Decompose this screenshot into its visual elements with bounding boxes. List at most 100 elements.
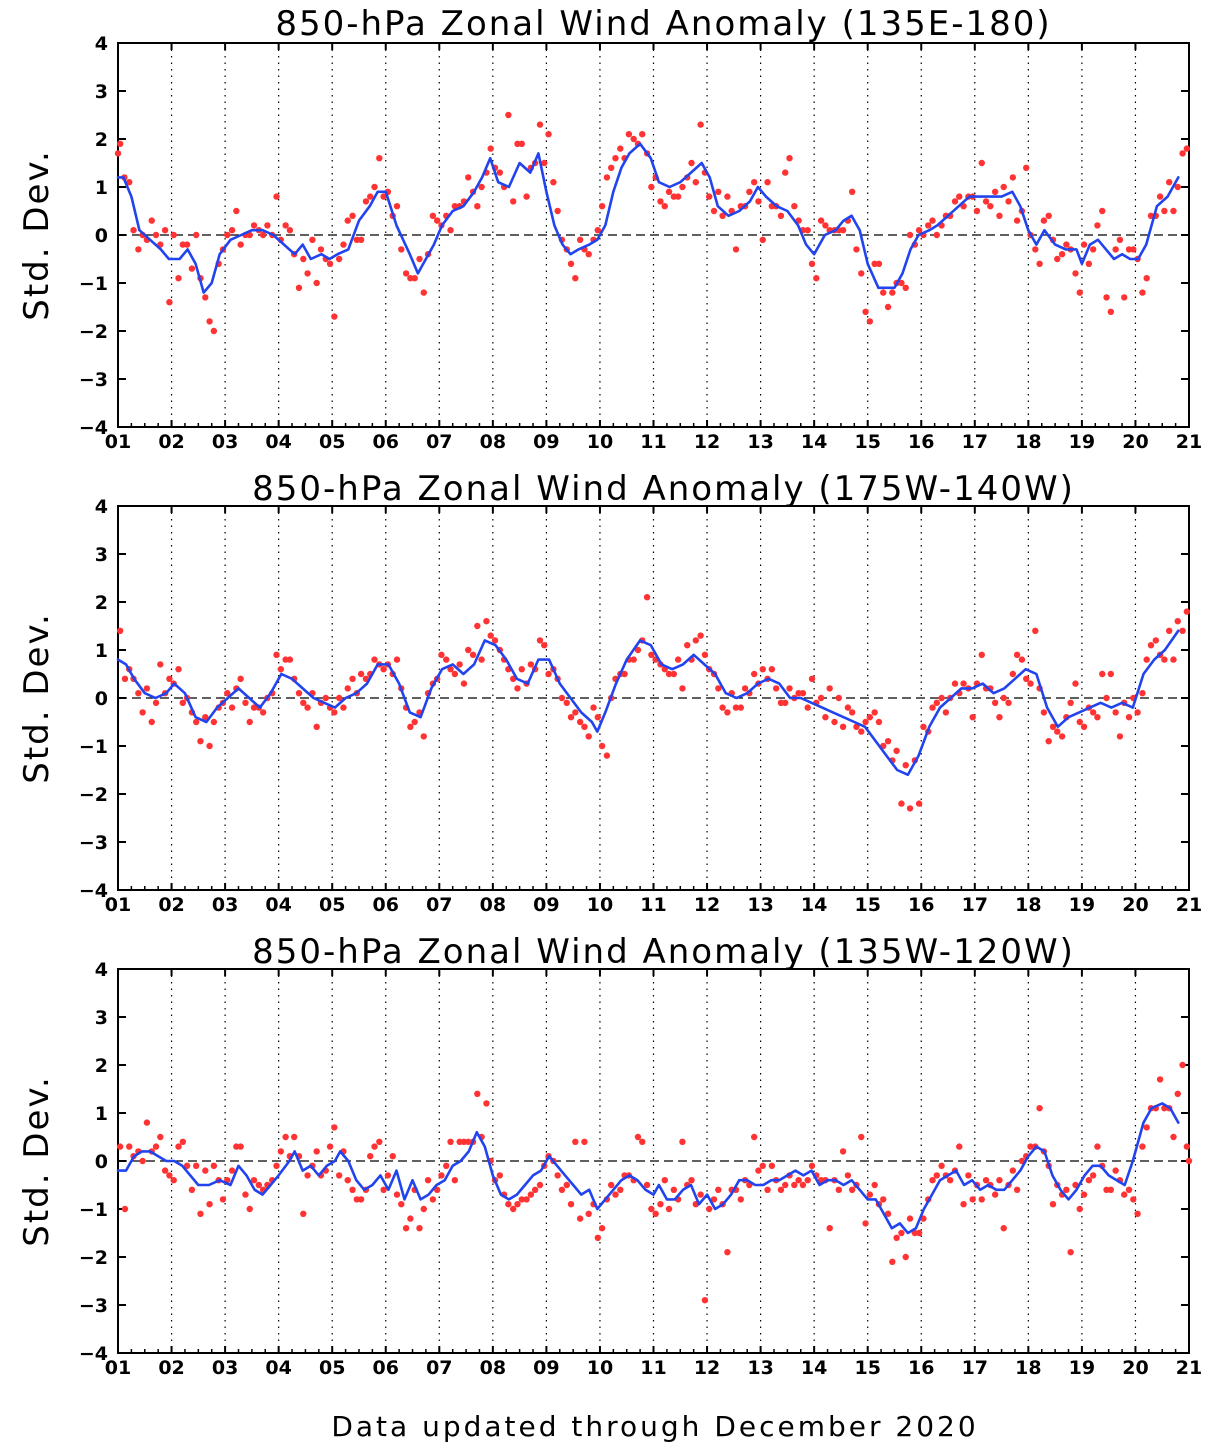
x-tick-label: 13 <box>747 1357 773 1379</box>
data-point <box>166 1172 173 1179</box>
data-point <box>335 255 343 263</box>
data-point <box>143 685 151 692</box>
data-point <box>1179 150 1186 157</box>
data-point <box>1152 637 1159 644</box>
data-point <box>1183 145 1191 152</box>
data-point <box>322 694 329 702</box>
data-point <box>799 690 807 697</box>
data-point <box>844 1172 852 1179</box>
data-point <box>1170 207 1177 215</box>
data-point <box>456 661 463 668</box>
data-point <box>188 265 196 272</box>
data-point <box>224 690 231 697</box>
data-point <box>1112 709 1119 716</box>
data-point <box>692 179 700 186</box>
data-point <box>701 651 709 658</box>
data-point <box>915 800 923 807</box>
data-point <box>250 704 258 711</box>
data-point <box>380 1186 387 1194</box>
data-point <box>179 1138 186 1146</box>
data-point <box>157 661 164 668</box>
data-point <box>273 1162 280 1170</box>
data-point <box>304 1172 311 1179</box>
data-point <box>116 1143 124 1150</box>
data-point <box>902 762 909 769</box>
data-point <box>166 675 173 682</box>
x-tick-label: 12 <box>694 431 720 453</box>
data-point <box>906 1215 914 1222</box>
data-point <box>460 680 468 687</box>
data-point <box>915 227 923 234</box>
x-tick-label: 02 <box>158 431 184 453</box>
data-point <box>250 222 258 229</box>
data-point <box>483 1100 490 1107</box>
data-point <box>429 212 437 219</box>
data-point <box>607 164 615 171</box>
data-point <box>554 1172 561 1179</box>
data-point <box>1161 656 1168 663</box>
x-tick-label: 13 <box>747 431 773 453</box>
data-point <box>648 651 655 658</box>
chart-title: 850-hPa Zonal Wind Anomaly (135E-180) <box>275 4 1051 44</box>
data-point <box>991 699 999 706</box>
data-point <box>1183 608 1191 615</box>
data-point <box>1116 733 1124 740</box>
data-point <box>889 289 896 296</box>
data-point <box>929 217 936 224</box>
data-point <box>866 318 874 325</box>
data-point <box>657 198 664 205</box>
smoothed-series-line <box>116 1102 1180 1235</box>
y-tick-label: 2 <box>95 592 108 614</box>
data-point <box>139 709 146 716</box>
data-point <box>585 251 592 258</box>
x-tick-label: 06 <box>373 1357 399 1379</box>
data-point <box>1112 246 1119 253</box>
data-point <box>1147 642 1155 649</box>
data-point <box>349 675 356 682</box>
data-point <box>121 675 129 682</box>
data-point <box>898 1229 905 1237</box>
data-point <box>607 1181 615 1189</box>
data-point <box>715 188 722 195</box>
data-point <box>304 704 311 711</box>
data-point <box>906 805 914 812</box>
data-point <box>1125 714 1133 721</box>
data-point <box>1058 733 1066 740</box>
data-point <box>1067 699 1074 706</box>
data-point <box>273 193 280 200</box>
data-point <box>835 1186 842 1194</box>
y-tick-label: −3 <box>79 832 108 854</box>
data-point <box>965 1172 972 1179</box>
data-point <box>1027 680 1034 687</box>
x-tick-label: 08 <box>480 1357 506 1379</box>
data-point <box>183 241 191 248</box>
data-point <box>750 179 758 186</box>
data-point <box>969 1196 976 1203</box>
data-point <box>866 1191 874 1198</box>
data-point <box>1121 294 1128 301</box>
data-point <box>991 188 999 195</box>
x-tick-label: 08 <box>480 894 506 916</box>
data-point <box>902 284 909 291</box>
data-point <box>1156 1076 1164 1083</box>
data-point <box>715 685 722 692</box>
data-point <box>1094 222 1101 229</box>
data-point <box>1009 1167 1017 1174</box>
data-point <box>871 709 878 716</box>
data-point <box>764 1186 771 1194</box>
data-point <box>697 121 704 128</box>
data-point <box>853 723 860 730</box>
data-point <box>1076 1205 1083 1213</box>
data-point <box>670 1186 678 1194</box>
data-point <box>973 207 981 215</box>
data-point <box>130 227 137 234</box>
data-point <box>643 1181 651 1189</box>
data-point <box>1067 1249 1074 1256</box>
data-point <box>938 1162 945 1170</box>
data-point <box>317 246 325 253</box>
data-point <box>817 217 825 224</box>
data-point <box>192 231 200 239</box>
chart-panel-3: 850-hPa Zonal Wind Anomaly (135W-120W) St… <box>17 932 1202 1379</box>
data-point <box>148 718 155 726</box>
